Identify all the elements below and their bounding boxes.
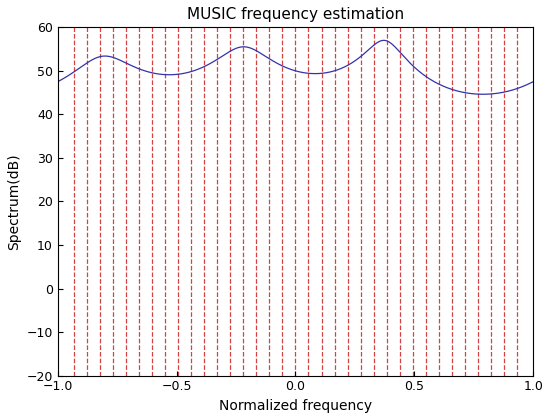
Y-axis label: Spectrum(dB): Spectrum(dB) — [7, 153, 21, 250]
X-axis label: Normalized frequency: Normalized frequency — [219, 399, 372, 413]
Title: MUSIC frequency estimation: MUSIC frequency estimation — [187, 7, 404, 22]
